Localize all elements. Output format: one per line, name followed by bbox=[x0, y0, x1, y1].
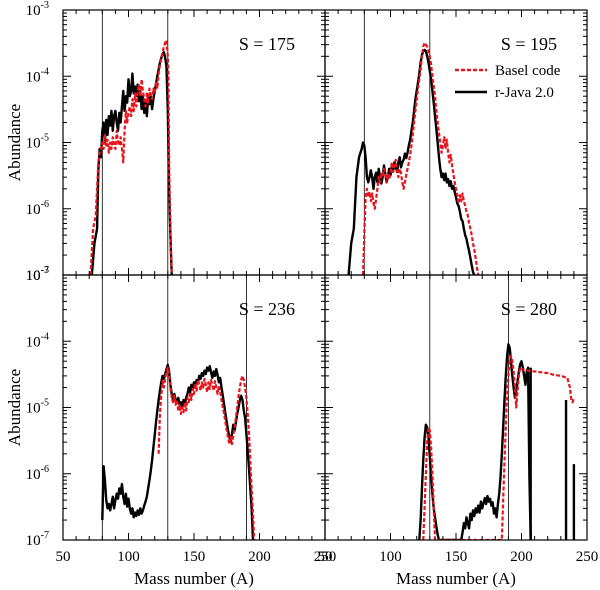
panel-label: S = 280 bbox=[501, 299, 557, 319]
x-tick-label: 100 bbox=[117, 549, 140, 565]
y-axis-title: Abundance bbox=[5, 369, 24, 446]
panel-label: S = 175 bbox=[239, 34, 295, 54]
series-line-rjava bbox=[347, 48, 476, 275]
y-tick-exponent: -3 bbox=[41, 265, 49, 276]
series-line-basel bbox=[89, 39, 173, 275]
series-line-rjava bbox=[101, 363, 255, 540]
legend-label-rjava: r-Java 2.0 bbox=[495, 85, 554, 101]
series-line-basel bbox=[157, 366, 256, 540]
series-line-basel bbox=[422, 354, 575, 540]
x-tick-label: 200 bbox=[248, 549, 271, 565]
x-tick-label: 50 bbox=[318, 549, 333, 565]
series-line-rjava bbox=[90, 51, 173, 275]
y-axis-title: Abundance bbox=[5, 104, 24, 181]
x-tick-label: 200 bbox=[510, 549, 533, 565]
y-tick-exponent: -4 bbox=[41, 331, 49, 342]
x-tick-label: 150 bbox=[183, 549, 206, 565]
panel-label: S = 195 bbox=[501, 34, 557, 54]
legend-label-basel: Basel code bbox=[495, 63, 561, 79]
x-axis-title: Mass number (A) bbox=[396, 569, 516, 588]
x-tick-label: 250 bbox=[314, 549, 337, 565]
y-tick-exponent: -4 bbox=[41, 66, 49, 77]
y-tick-exponent: -6 bbox=[41, 199, 49, 210]
y-tick-exponent: -5 bbox=[41, 133, 49, 144]
y-tick-exponent: -3 bbox=[41, 0, 49, 11]
legend: Basel code r-Java 2.0 bbox=[455, 63, 561, 101]
series-line-basel bbox=[361, 41, 480, 275]
x-tick-label: 250 bbox=[576, 549, 599, 565]
y-tick-exponent: -7 bbox=[41, 530, 49, 541]
panel-data bbox=[101, 363, 256, 540]
panel-label: S = 236 bbox=[239, 299, 295, 319]
panel-bottom-right: 50 100 150 200 250 S = 280 bbox=[318, 274, 599, 565]
y-tick-exponent: -6 bbox=[41, 464, 49, 475]
axis-titles: Mass number (A) Mass number (A) Abundance A… bbox=[5, 104, 516, 588]
y-tick-exponent: -5 bbox=[41, 398, 49, 409]
x-axis-title: Mass number (A) bbox=[134, 569, 254, 588]
panel-data bbox=[89, 39, 173, 275]
panel-data bbox=[418, 343, 576, 540]
y-tick-exponent: -7 bbox=[41, 265, 49, 276]
x-tick-label: 100 bbox=[379, 549, 402, 565]
panel-data bbox=[347, 41, 480, 275]
x-tick-label: 150 bbox=[445, 549, 468, 565]
x-tick-label: 50 bbox=[56, 549, 71, 565]
panels: 10-710-610-510-410-3S = 175 S = 19510-710… bbox=[26, 0, 599, 565]
